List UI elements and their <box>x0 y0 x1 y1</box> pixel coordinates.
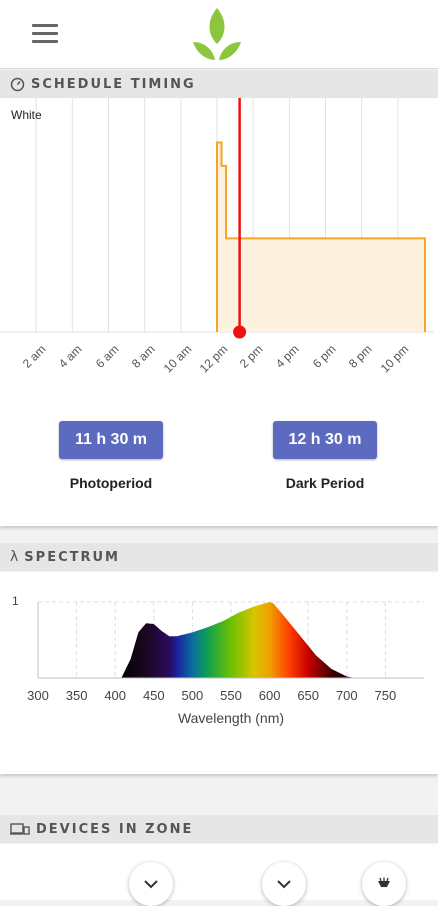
devices-icon <box>10 822 30 836</box>
channel-label: White <box>11 108 42 122</box>
spectrum-tick-label: 400 <box>104 688 127 703</box>
devices-in-zone-title: DEVICES IN ZONE <box>36 821 194 837</box>
spectrum-tick-label: 450 <box>142 688 165 703</box>
expand-device-button-1[interactable] <box>129 862 173 906</box>
clock-icon <box>10 77 25 92</box>
devices-in-zone-header: DEVICES IN ZONE <box>0 815 438 843</box>
spectrum-tick-label: 750 <box>374 688 397 703</box>
lambda-icon: λ <box>10 549 19 565</box>
chevron-down-icon <box>277 880 291 889</box>
hamburger-menu-icon[interactable] <box>32 24 58 44</box>
lamp-icon <box>378 877 390 887</box>
spectrum-area <box>121 602 355 678</box>
spectrum-y-tick: 1 <box>12 594 19 608</box>
spectrum-x-label: Wavelength (nm) <box>177 710 285 726</box>
schedule-timing-title: SCHEDULE TIMING <box>31 76 196 92</box>
device-lamp-button[interactable] <box>362 862 406 906</box>
spectrum-chart <box>37 601 424 679</box>
spectrum-tick-label: 500 <box>181 688 204 703</box>
spectrum-tick-label: 700 <box>335 688 358 703</box>
schedule-chart[interactable] <box>0 98 438 398</box>
chevron-down-icon <box>144 880 158 889</box>
spectrum-tick-label: 600 <box>258 688 281 703</box>
current-time-handle[interactable] <box>233 325 247 339</box>
schedule-card: White 2 am 4 am 6 am 8 am 10 am 12 pm 2 pm 4 pm… <box>0 98 438 526</box>
dark-period-label: Dark Period <box>285 475 365 491</box>
spectrum-title: SPECTRUM <box>24 549 120 565</box>
leaf-logo-icon <box>193 8 241 60</box>
dark-period-button[interactable]: 12 h 30 m <box>273 421 377 459</box>
expand-device-button-2[interactable] <box>262 862 306 906</box>
spectrum-tick-label: 550 <box>220 688 242 703</box>
devices-list <box>0 844 438 906</box>
schedule-area <box>217 142 425 332</box>
spectrum-header: λ SPECTRUM <box>0 543 438 571</box>
spectrum-tick-label: 350 <box>65 688 88 703</box>
spectrum-tick-label: 300 <box>27 688 49 703</box>
app-bar <box>0 0 438 69</box>
schedule-timing-header: SCHEDULE TIMING <box>0 70 438 98</box>
photoperiod-label: Photoperiod <box>69 475 153 491</box>
schedule-line <box>216 141 426 332</box>
spectrum-tick-label: 650 <box>297 688 320 703</box>
photoperiod-button[interactable]: 11 h 30 m <box>59 421 163 459</box>
spectrum-card: 1 300 350 400 450 500 550 600 650 700 750 Wavelen… <box>0 572 438 774</box>
